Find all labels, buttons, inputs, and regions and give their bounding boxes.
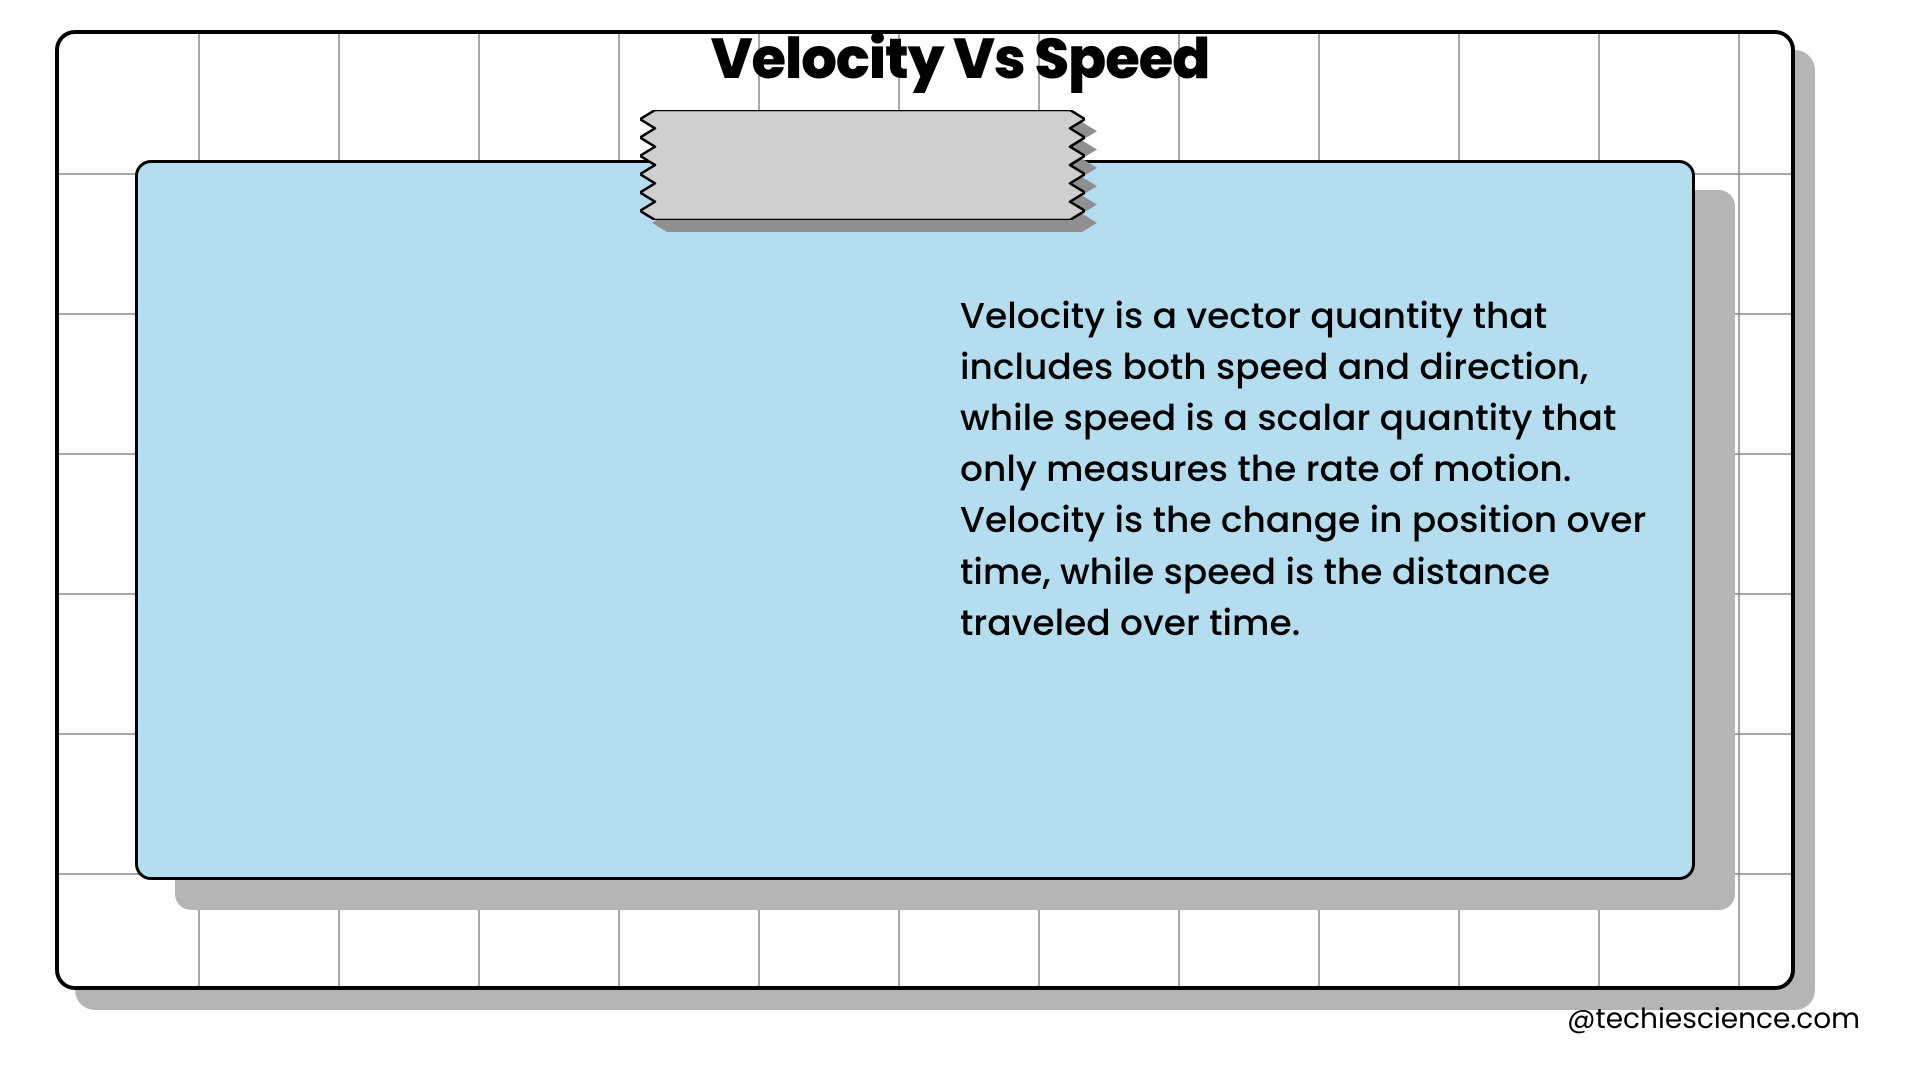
definition-text: Velocity is a vector quantity that inclu… xyxy=(960,290,1680,648)
tape-decoration xyxy=(640,110,1110,230)
tape-icon xyxy=(640,110,1085,220)
page-title: Velocity Vs Speed xyxy=(0,16,1920,101)
credit-text: @techiescience.com xyxy=(1567,998,1860,1040)
